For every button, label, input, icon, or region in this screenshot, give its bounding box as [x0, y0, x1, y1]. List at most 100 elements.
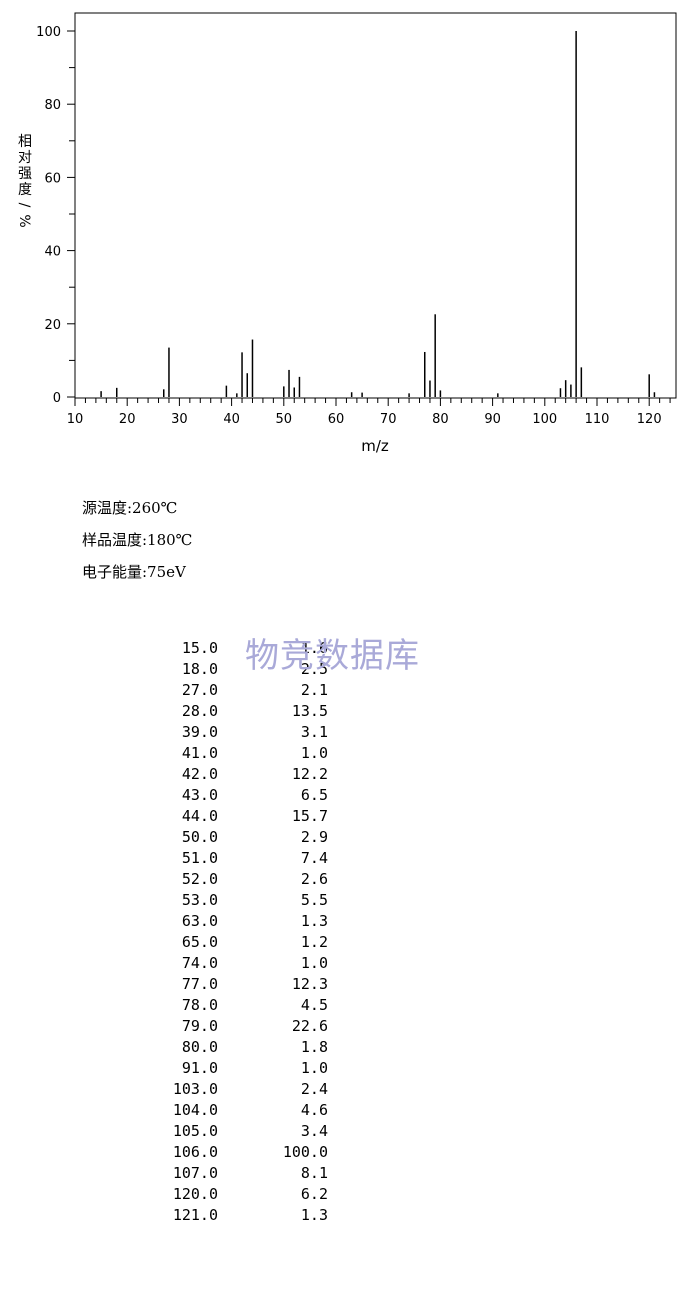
mass-spectrum-chart: 0 20 40 60 80 100 10 20 30 40 50 60 70 80 90 100 110 120…	[16, 12, 677, 455]
peak-mz: 28.0	[181, 702, 218, 720]
peak-mz: 39.0	[181, 723, 218, 741]
x-tick-label: 40	[223, 412, 240, 427]
peak-table-row: 42.0 12.2	[150, 764, 350, 785]
instrument-conditions: 源温度:260℃ 样品温度:180℃ 电子能量:75eV	[82, 492, 192, 588]
peak-abundance: 100.0	[282, 1143, 328, 1161]
peak-table-row: 27.0 2.1	[150, 680, 350, 701]
x-axis: 10 20 30 40 50 60 70 80 90 100 110 120	[67, 398, 671, 427]
peak-abundance: 1.3	[300, 912, 328, 930]
peak-abundance: 4.5	[300, 996, 328, 1014]
peak-abundance: 6.5	[300, 786, 328, 804]
peak-table-row: 50.0 2.9	[150, 827, 350, 848]
y-tick-label: 60	[44, 171, 61, 186]
y-tick-label: 40	[44, 245, 61, 260]
x-tick-label: 80	[432, 412, 449, 427]
peak-table-row: 51.0 7.4	[150, 848, 350, 869]
y-axis-label-char: 度	[18, 182, 32, 198]
y-axis-label-char: %	[16, 214, 32, 227]
peak-table-row: 79.0 22.6	[150, 1016, 350, 1037]
peak-table-row: 65.0 1.2	[150, 932, 350, 953]
peak-abundance: 8.1	[300, 1164, 328, 1182]
y-axis-label-char: 强	[18, 166, 32, 182]
peak-abundance: 3.1	[300, 723, 328, 741]
peak-table-row: 106.0 100.0	[150, 1142, 350, 1163]
peak-mz: 15.0	[181, 639, 218, 657]
y-axis-label-char: 相	[18, 134, 32, 150]
peak-abundance: 13.5	[291, 702, 328, 720]
y-tick-label: 0	[53, 391, 61, 406]
peak-mz: 74.0	[181, 954, 218, 972]
peak-abundance: 1.3	[300, 1206, 328, 1224]
peak-table-row: 107.0 8.1	[150, 1163, 350, 1184]
peak-abundance: 2.6	[300, 870, 328, 888]
x-tick-label: 50	[276, 412, 293, 427]
x-tick-label: 70	[380, 412, 397, 427]
peak-mz: 104.0	[172, 1101, 218, 1119]
peak-mz: 51.0	[181, 849, 218, 867]
watermark: 物竞数据库	[245, 636, 420, 676]
peak-table-row: 28.0 13.5	[150, 701, 350, 722]
peak-mz: 27.0	[181, 681, 218, 699]
peak-mz: 41.0	[181, 744, 218, 762]
peak-abundance: 22.6	[291, 1017, 328, 1035]
plot-frame	[74, 12, 677, 399]
y-axis-label-char: 对	[18, 150, 32, 166]
peak-mz: 63.0	[181, 912, 218, 930]
peak-mz: 77.0	[181, 975, 218, 993]
x-tick-label: 120	[637, 412, 662, 427]
peak-mz: 107.0	[172, 1164, 218, 1182]
peak-mz: 105.0	[172, 1122, 218, 1140]
peak-table-row: 44.0 15.7	[150, 806, 350, 827]
peak-abundance: 15.7	[291, 807, 328, 825]
peak-table-row: 39.0 3.1	[150, 722, 350, 743]
peak-table-row: 80.0 1.8	[150, 1037, 350, 1058]
peak-mz: 53.0	[181, 891, 218, 909]
peak-table-row: 78.0 4.5	[150, 995, 350, 1016]
peak-mz: 50.0	[181, 828, 218, 846]
peak-abundance: 4.6	[300, 1101, 328, 1119]
peak-mz: 120.0	[172, 1185, 218, 1203]
x-tick-label: 100	[532, 412, 557, 427]
peak-table-row: 91.0 1.0	[150, 1058, 350, 1079]
peak-mz: 18.0	[181, 660, 218, 678]
peak-abundance: 2.4	[300, 1080, 328, 1098]
peak-table-row: 52.0 2.6	[150, 869, 350, 890]
peak-mz: 121.0	[172, 1206, 218, 1224]
source-temperature: 源温度:260℃	[82, 499, 178, 517]
x-tick-label: 20	[119, 412, 136, 427]
x-tick-label: 30	[171, 412, 188, 427]
peak-abundance: 1.2	[300, 933, 328, 951]
peak-abundance: 3.4	[300, 1122, 328, 1140]
peak-table-row: 120.0 6.2	[150, 1184, 350, 1205]
peak-mz: 42.0	[181, 765, 218, 783]
peak-mz: 106.0	[172, 1143, 218, 1161]
peak-table-row: 63.0 1.3	[150, 911, 350, 932]
peak-abundance: 2.1	[300, 681, 328, 699]
peak-mz: 80.0	[181, 1038, 218, 1056]
peak-table-row: 121.0 1.3	[150, 1205, 350, 1226]
peak-abundance: 2.9	[300, 828, 328, 846]
peak-table-row: 103.0 2.4	[150, 1079, 350, 1100]
peak-abundance: 1.8	[300, 1038, 328, 1056]
peak-abundance: 1.6	[300, 639, 328, 657]
peak-table-row: 74.0 1.0	[150, 953, 350, 974]
peak-abundance: 1.0	[300, 744, 328, 762]
peak-abundance: 1.0	[300, 1059, 328, 1077]
peak-table-row: 105.0 3.4	[150, 1121, 350, 1142]
peak-mz: 91.0	[181, 1059, 218, 1077]
peak-abundance: 5.5	[300, 891, 328, 909]
peak-mz: 79.0	[181, 1017, 218, 1035]
x-tick-label: 10	[67, 412, 84, 427]
peak-abundance: 6.2	[300, 1185, 328, 1203]
peak-abundance: 12.2	[291, 765, 328, 783]
y-axis: 0 20 40 60 80 100	[36, 25, 75, 406]
peak-mz: 65.0	[181, 933, 218, 951]
peak-mz: 78.0	[181, 996, 218, 1014]
peak-table-row: 53.0 5.5	[150, 890, 350, 911]
peak-abundance: 7.4	[300, 849, 328, 867]
peak-mz: 43.0	[181, 786, 218, 804]
x-axis-label: m/z	[361, 437, 389, 455]
peak-abundance: 2.5	[300, 660, 328, 678]
peak-mz: 103.0	[172, 1080, 218, 1098]
